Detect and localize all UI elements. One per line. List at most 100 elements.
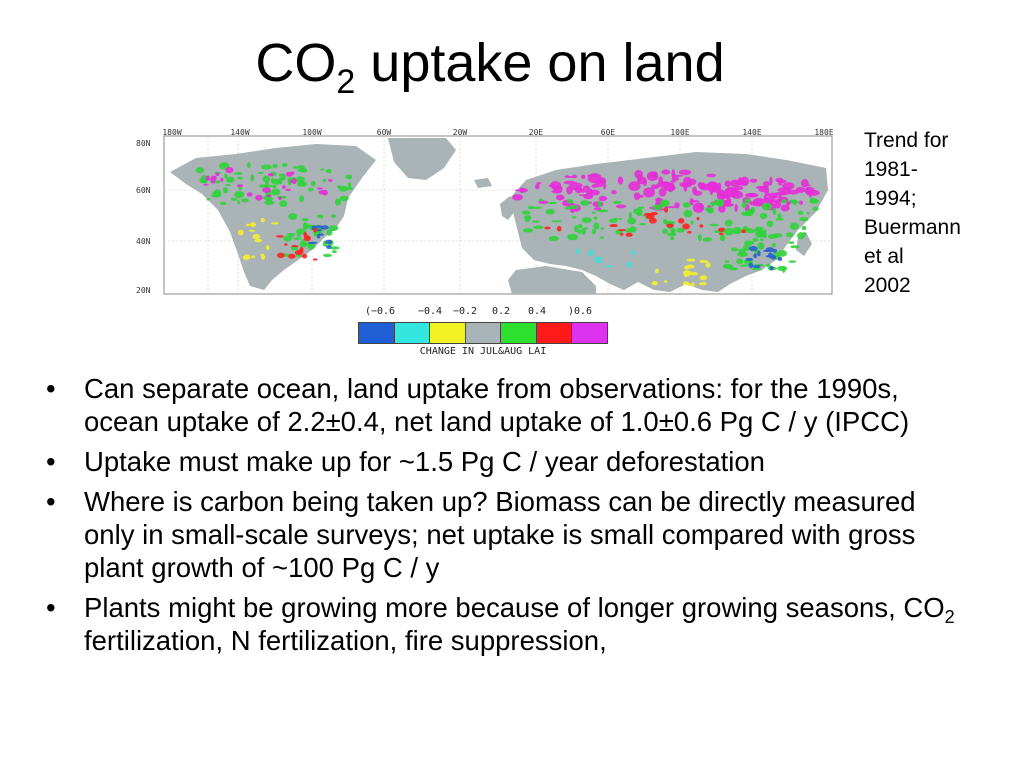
lai-patch <box>698 182 706 187</box>
lai-patch <box>243 254 251 261</box>
legend-caption: CHANGE IN JUL&AUG LAI <box>419 346 547 357</box>
legend-tick: )0.6 <box>567 306 593 317</box>
lai-patch <box>334 198 341 206</box>
lai-patch <box>297 165 305 169</box>
lai-patch <box>788 260 797 263</box>
lai-patch <box>692 202 705 213</box>
bullet-list: • Can separate ocean, land uptake from ob… <box>40 372 970 664</box>
lai-patch <box>625 232 633 237</box>
lai-patch <box>522 228 534 233</box>
lai-patch <box>575 248 579 255</box>
lon-label-100e: 100E <box>670 128 690 137</box>
lai-patch <box>790 200 799 204</box>
bullet-text-pre: Plants might be growing more because of … <box>84 592 945 623</box>
lai-patch <box>609 224 618 228</box>
legend-tick: −0.4 <box>417 306 443 317</box>
lai-patch <box>328 178 333 182</box>
title-subscript: 2 <box>336 63 356 101</box>
lon-label-140e: 140E <box>742 128 762 137</box>
lai-patch <box>704 207 715 212</box>
citation-line: et al <box>864 245 904 268</box>
title-rest: uptake on land <box>355 33 725 93</box>
lai-patch <box>651 281 658 286</box>
lai-patch <box>637 174 642 183</box>
lai-patch <box>302 222 309 230</box>
lai-patch <box>245 223 250 227</box>
lai-patch <box>538 198 543 202</box>
lai-patch <box>706 173 717 178</box>
lai-patch <box>279 200 288 207</box>
lai-patch <box>719 234 726 242</box>
lai-patch <box>308 241 318 245</box>
lai-patch <box>801 225 807 231</box>
lai-patch <box>802 232 807 236</box>
lai-patch <box>671 169 676 179</box>
lai-patch <box>288 213 298 220</box>
lai-patch <box>620 232 624 236</box>
lai-patch <box>312 258 318 261</box>
lai-patch <box>597 260 602 264</box>
lai-patch <box>748 245 758 252</box>
lai-patch <box>709 183 716 193</box>
lai-patch <box>808 189 812 198</box>
lai-patch <box>765 255 771 258</box>
legend-swatch <box>394 323 431 343</box>
lai-patch <box>598 195 608 202</box>
lai-patch <box>296 232 301 238</box>
lai-patch <box>683 209 693 218</box>
lai-patch <box>705 262 711 268</box>
lai-patch <box>316 233 321 239</box>
lai-patch <box>233 172 243 175</box>
lat-label-60n: 60N <box>136 186 151 195</box>
lai-patch <box>626 261 633 268</box>
lai-patch <box>325 168 332 174</box>
lai-patch <box>247 162 251 169</box>
lai-patch <box>285 171 293 177</box>
lai-patch <box>744 209 754 217</box>
lai-patch <box>757 242 765 250</box>
lai-patch <box>319 214 324 219</box>
lai-patch <box>219 201 227 206</box>
lai-patch <box>600 227 605 230</box>
citation-line: 2002 <box>864 274 911 297</box>
lai-patch <box>238 229 244 236</box>
lai-patch <box>745 257 754 261</box>
lai-patch <box>320 225 329 230</box>
lai-patch <box>739 264 749 267</box>
lai-patch <box>764 196 775 205</box>
lai-patch <box>690 282 695 287</box>
lai-patch <box>777 256 783 262</box>
lai-patch <box>566 199 574 204</box>
lai-patch <box>662 228 668 234</box>
lai-patch <box>663 218 668 225</box>
lai-patch <box>654 184 660 189</box>
lai-patch <box>264 200 275 205</box>
lai-patch <box>690 220 694 225</box>
lai-patch <box>654 198 664 202</box>
lai-patch <box>682 281 690 286</box>
lai-patch <box>299 195 305 203</box>
lai-patch <box>648 173 658 178</box>
lai-patch <box>738 248 746 255</box>
lai-patch <box>556 225 562 232</box>
lai-patch <box>249 222 257 227</box>
lai-patch <box>702 237 713 242</box>
bullet-marker: • <box>46 486 56 517</box>
world-map-svg <box>163 135 833 295</box>
citation-line: 1994; <box>864 187 917 210</box>
lai-patch <box>719 232 724 236</box>
lai-patch <box>669 236 675 241</box>
bullet-item: • Plants might be growing more because of… <box>40 591 970 657</box>
lai-patch <box>285 188 292 192</box>
lai-patch <box>608 218 618 223</box>
lai-patch <box>775 218 784 221</box>
lai-patch <box>224 173 228 179</box>
lai-patch <box>760 238 764 242</box>
lai-patch <box>271 178 282 185</box>
lai-patch <box>753 264 761 269</box>
lai-patch <box>743 240 755 246</box>
legend-swatch <box>359 323 395 343</box>
lai-patch <box>583 227 589 230</box>
lai-patch <box>758 185 769 193</box>
lai-patch <box>774 191 790 196</box>
